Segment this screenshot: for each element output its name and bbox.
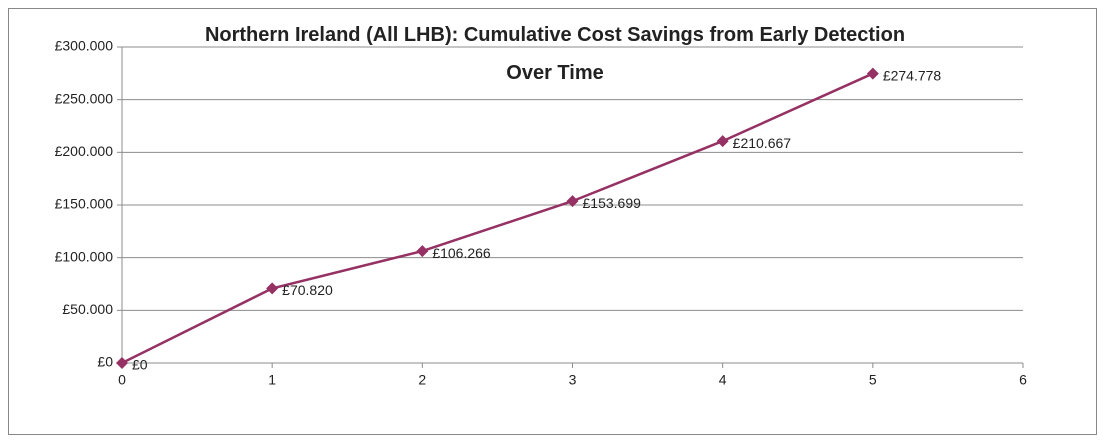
x-tick-label: 6 xyxy=(1019,372,1027,388)
data-point xyxy=(416,245,429,258)
data-label: £106.266 xyxy=(432,245,491,261)
y-tick-label: £0 xyxy=(97,354,113,370)
data-label: £70.820 xyxy=(282,282,333,298)
data-point xyxy=(116,357,128,369)
y-tick-label: £250.000 xyxy=(55,90,114,106)
data-label: £274.778 xyxy=(883,67,942,83)
y-tick-label: £100.000 xyxy=(55,248,114,264)
x-tick-label: 4 xyxy=(719,372,727,388)
y-tick-label: £150.000 xyxy=(55,196,114,212)
data-point xyxy=(716,135,729,148)
x-tick-label: 1 xyxy=(268,372,276,388)
data-label: £210.667 xyxy=(733,135,792,151)
x-tick-label: 5 xyxy=(869,372,877,388)
x-tick-label: 0 xyxy=(118,372,126,388)
series-line xyxy=(121,72,874,365)
x-tick-label: 2 xyxy=(418,372,426,388)
x-tick-label: 3 xyxy=(569,372,577,388)
chart-title: Northern Ireland (All LHB): Cumulative C… xyxy=(204,24,906,84)
y-tick-label: £300.000 xyxy=(55,38,114,54)
y-tick-label: £50.000 xyxy=(62,301,113,317)
data-point xyxy=(866,67,879,80)
data-point xyxy=(266,282,279,295)
data-label: £153.699 xyxy=(583,195,642,211)
y-tick-label: £200.000 xyxy=(55,143,114,159)
data-point xyxy=(566,195,579,208)
data-label: £0 xyxy=(132,357,148,373)
